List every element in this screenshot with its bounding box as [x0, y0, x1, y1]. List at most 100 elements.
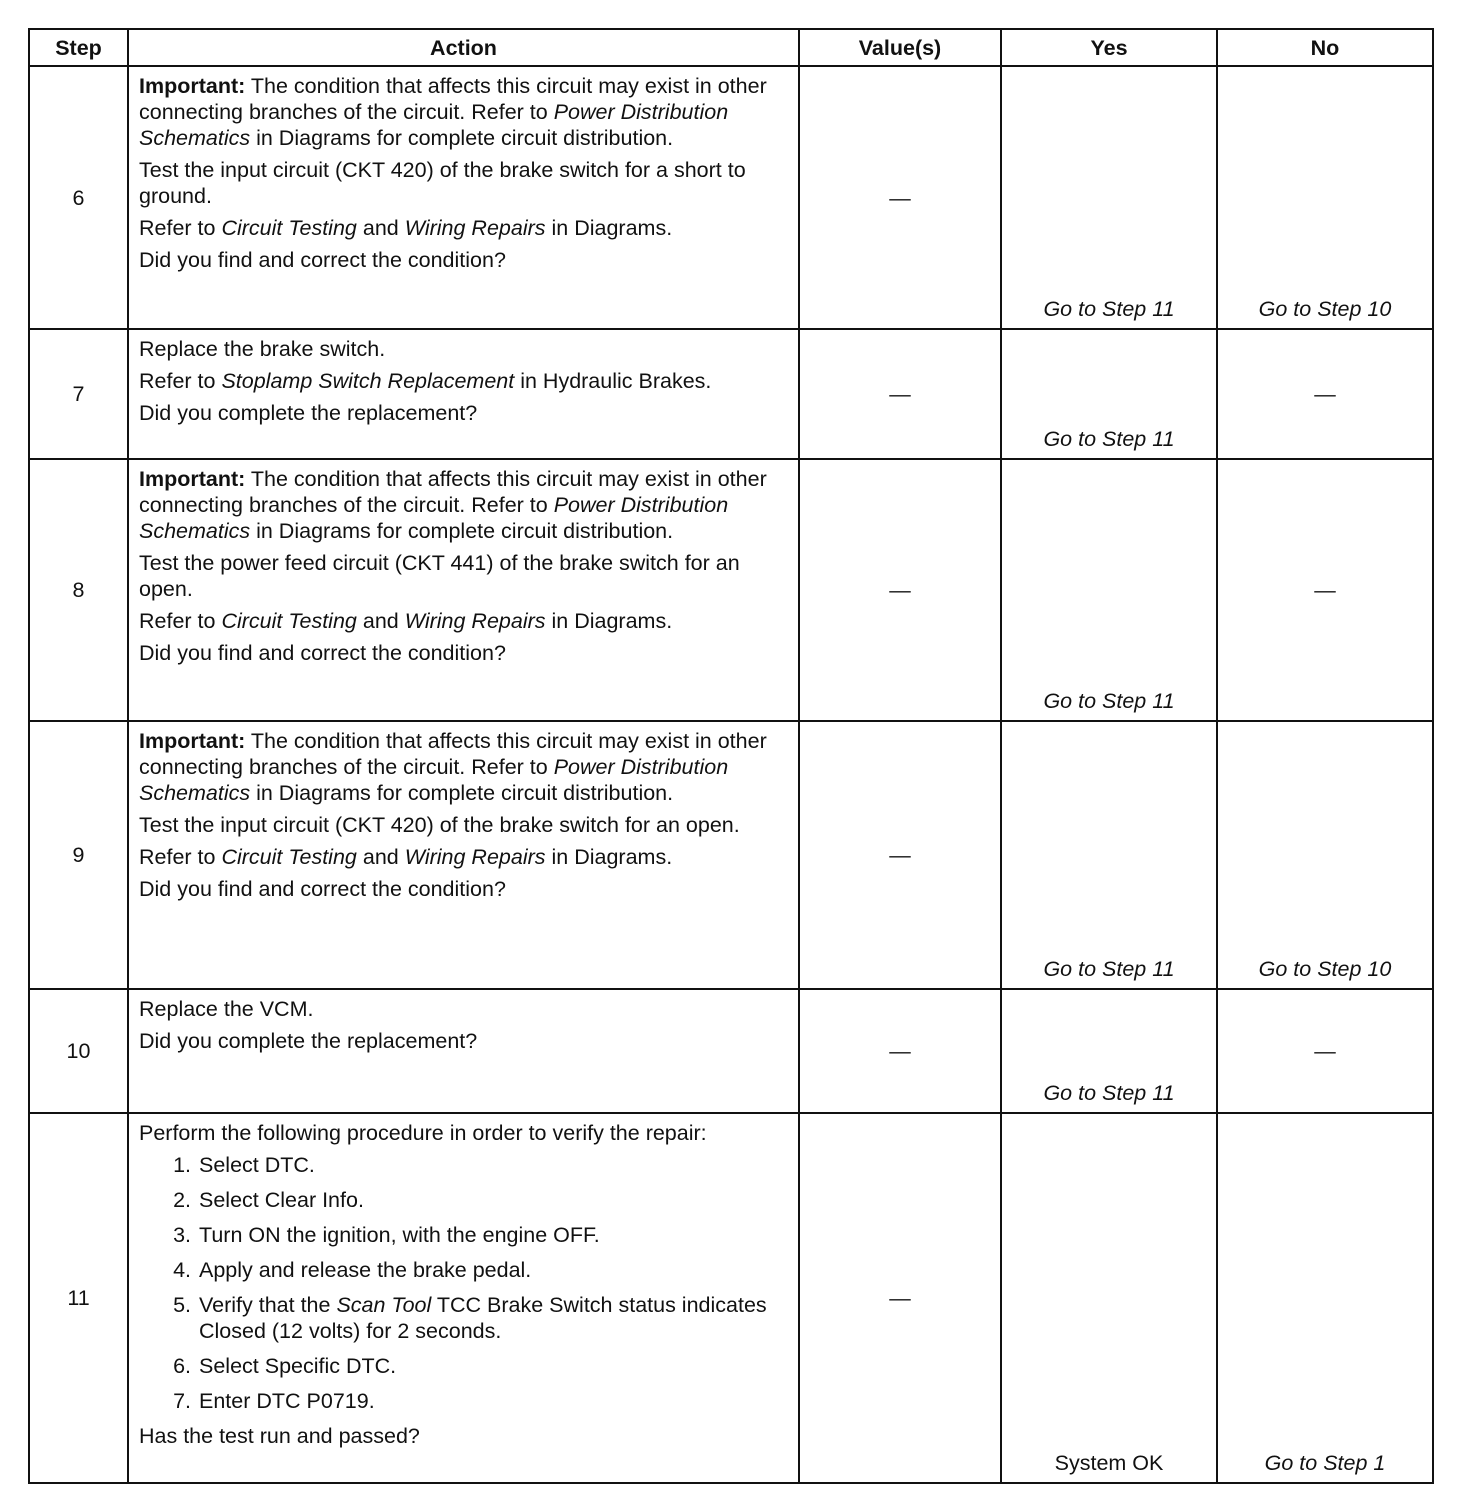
- text-segment: in Diagrams.: [545, 609, 673, 633]
- text-segment: and: [356, 609, 405, 633]
- yes-cell: System OK: [1000, 1112, 1218, 1484]
- table-row: 10 Replace the VCM. Did you complete the r…: [28, 988, 1434, 1114]
- text-segment: in Diagrams for complete circuit distrib…: [250, 781, 674, 805]
- italic-reference: Power Distribution Schematics: [139, 493, 729, 543]
- action-paragraph: Refer to Circuit Testing and Wiring Repa…: [139, 215, 788, 241]
- action-paragraph: Did you find and correct the condition?: [139, 876, 788, 902]
- header-yes: Yes: [1000, 28, 1218, 67]
- text-segment: in Diagrams for complete circuit distrib…: [250, 126, 674, 150]
- header-action: Action: [127, 28, 800, 67]
- value-cell: —: [798, 65, 1002, 330]
- yes-result: Go to Step 11: [1043, 427, 1175, 451]
- text-segment: Replace the brake switch.: [139, 337, 386, 361]
- text-segment: Has the test run and passed?: [139, 1424, 420, 1448]
- yes-cell: Go to Step 11: [1000, 988, 1218, 1114]
- italic-reference: Scan Tool: [336, 1293, 432, 1317]
- yes-result: Go to Step 11: [1043, 297, 1175, 321]
- table-row: 6 Important: The condition that affects t…: [28, 65, 1434, 330]
- no-result: —: [1314, 382, 1336, 406]
- step-number: 6: [28, 65, 129, 330]
- action-paragraph: Did you find and correct the condition?: [139, 247, 788, 273]
- no-result: Go to Step 10: [1258, 957, 1392, 981]
- text-segment: Refer to: [139, 609, 222, 633]
- text-segment: Perform the following procedure in order…: [139, 1121, 707, 1145]
- italic-reference: Power Distribution Schematics: [139, 755, 729, 805]
- action-cell: Replace the VCM. Did you complete the rep…: [127, 988, 800, 1114]
- italic-reference: Circuit Testing: [221, 216, 357, 240]
- action-cell: Perform the following procedure in order…: [127, 1112, 800, 1484]
- procedure-step: Enter DTC P0719.: [197, 1388, 788, 1414]
- action-paragraph: Test the input circuit (CKT 420) of the …: [139, 812, 788, 838]
- procedure-step: Turn ON the ignition, with the engine OF…: [197, 1222, 788, 1248]
- no-result: —: [1314, 578, 1336, 602]
- yes-cell: Go to Step 11: [1000, 458, 1218, 722]
- action-paragraph: Important: The condition that affects th…: [139, 73, 788, 151]
- text-segment: Turn ON the ignition, with the engine OF…: [199, 1223, 600, 1247]
- text-segment: Verify that the: [199, 1293, 337, 1317]
- no-cell: —: [1216, 988, 1434, 1114]
- action-paragraph: Refer to Stoplamp Switch Replacement in …: [139, 368, 788, 394]
- text-segment: The condition that affects this circuit …: [139, 74, 767, 124]
- text-segment: Select Specific DTC.: [199, 1354, 397, 1378]
- action-cell: Important: The condition that affects th…: [127, 720, 800, 990]
- header-step: Step: [28, 28, 129, 67]
- procedure-step: Select Specific DTC.: [197, 1353, 788, 1379]
- action-paragraph: Refer to Circuit Testing and Wiring Repa…: [139, 608, 788, 634]
- procedure-step: Select Clear Info.: [197, 1187, 788, 1213]
- action-paragraph: Test the input circuit (CKT 420) of the …: [139, 157, 788, 209]
- italic-reference: Power Distribution Schematics: [139, 100, 729, 150]
- text-segment: in Diagrams.: [545, 845, 673, 869]
- bold-text: Important:: [139, 729, 246, 753]
- step-number: 10: [28, 988, 129, 1114]
- action-cell: Replace the brake switch. Refer to Stopla…: [127, 328, 800, 460]
- action-question: Has the test run and passed?: [139, 1423, 788, 1449]
- no-result: —: [1314, 1039, 1336, 1063]
- italic-reference: Wiring Repairs: [404, 845, 546, 869]
- action-paragraph: Did you complete the replacement?: [139, 400, 788, 426]
- no-cell: Go to Step 10: [1216, 720, 1434, 990]
- procedure-step: Apply and release the brake pedal.: [197, 1257, 788, 1283]
- value-cell: —: [798, 720, 1002, 990]
- text-segment: Enter DTC P0719.: [199, 1389, 375, 1413]
- value-cell: —: [798, 328, 1002, 460]
- text-segment: The condition that affects this circuit …: [139, 729, 767, 779]
- text-segment: Test the input circuit (CKT 420) of the …: [139, 813, 740, 837]
- text-segment: Test the power feed circuit (CKT 441) of…: [139, 551, 740, 601]
- value-cell: —: [798, 988, 1002, 1114]
- table-row: 11 Perform the following procedure in ord…: [28, 1112, 1434, 1484]
- text-segment: The condition that affects this circuit …: [139, 467, 767, 517]
- italic-reference: Circuit Testing: [221, 845, 357, 869]
- yes-result: System OK: [1054, 1451, 1164, 1475]
- action-paragraph: Replace the VCM.: [139, 996, 788, 1022]
- italic-reference: Stoplamp Switch Replacement: [221, 369, 515, 393]
- yes-result: Go to Step 11: [1043, 1081, 1175, 1105]
- action-paragraph: Did you find and correct the condition?: [139, 640, 788, 666]
- action-paragraph: Replace the brake switch.: [139, 336, 788, 362]
- header-row: Step Action Value(s) Yes No: [28, 28, 1434, 67]
- no-cell: Go to Step 1: [1216, 1112, 1434, 1484]
- no-result: Go to Step 1: [1264, 1451, 1386, 1475]
- table-row: 8 Important: The condition that affects t…: [28, 458, 1434, 722]
- value-cell: —: [798, 458, 1002, 722]
- table-row: 7 Replace the brake switch. Refer to Stopl…: [28, 328, 1434, 460]
- no-cell: —: [1216, 328, 1434, 460]
- text-segment: Refer to: [139, 216, 222, 240]
- action-paragraph: Test the power feed circuit (CKT 441) of…: [139, 550, 788, 602]
- no-cell: —: [1216, 458, 1434, 722]
- text-segment: Did you find and correct the condition?: [139, 248, 506, 272]
- text-segment: Did you complete the replacement?: [139, 1029, 478, 1053]
- header-no: No: [1216, 28, 1434, 67]
- text-segment: in Diagrams.: [545, 216, 673, 240]
- italic-reference: Wiring Repairs: [404, 216, 546, 240]
- action-paragraph: Perform the following procedure in order…: [139, 1120, 788, 1146]
- yes-result: Go to Step 11: [1043, 689, 1175, 713]
- text-segment: Select Clear Info.: [199, 1188, 364, 1212]
- text-segment: TCC Brake Switch status indicates Closed…: [199, 1293, 767, 1343]
- text-segment: and: [356, 216, 405, 240]
- italic-reference: Circuit Testing: [221, 609, 357, 633]
- text-segment: Did you find and correct the condition?: [139, 641, 506, 665]
- action-cell: Important: The condition that affects th…: [127, 458, 800, 722]
- text-segment: Select DTC.: [199, 1153, 315, 1177]
- italic-reference: Wiring Repairs: [404, 609, 546, 633]
- table-row: 9 Important: The condition that affects t…: [28, 720, 1434, 990]
